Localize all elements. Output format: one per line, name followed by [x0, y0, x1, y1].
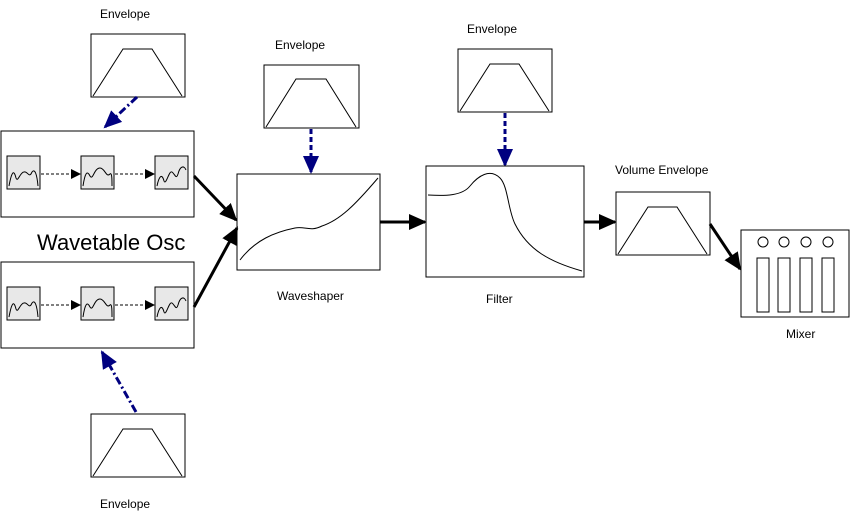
- mixer-channel-3: [799, 236, 813, 313]
- volume-envelope-label: Volume Envelope: [615, 163, 709, 177]
- modulation-arrow-top-left: [103, 95, 139, 129]
- fader-icon: [777, 257, 791, 313]
- envelope-shape-icon: [265, 78, 357, 128]
- waveshaper-label: Waveshaper: [277, 289, 344, 303]
- mixer-channel-2: [777, 236, 791, 313]
- filter-block: [425, 165, 585, 278]
- knob-icon: [822, 236, 834, 248]
- mixer-channel-4: [821, 236, 835, 313]
- envelope-label-top-left: Envelope: [100, 7, 150, 21]
- signal-arrow-osc1-to-waveshaper: [192, 174, 238, 222]
- volume-envelope-box: [615, 191, 711, 256]
- fader-icon: [799, 257, 813, 313]
- envelope-box-top-left: [90, 33, 186, 98]
- wavetable-frame-icon: [80, 286, 115, 321]
- mixer-channel-1: [756, 236, 770, 313]
- mixer-block: [740, 229, 850, 318]
- fader-icon: [821, 257, 835, 313]
- wavetable-frame-icon: [154, 155, 189, 190]
- mixer-label: Mixer: [786, 327, 815, 341]
- envelope-label-waveshaper: Envelope: [275, 38, 325, 52]
- envelope-box-filter: [457, 48, 553, 113]
- signal-arrow-volume-envelope-to-mixer: [708, 223, 742, 271]
- wavetable-frame-icon: [6, 155, 41, 190]
- filter-label: Filter: [486, 292, 513, 306]
- envelope-box-bottom-left: [90, 413, 186, 478]
- envelope-shape-icon: [459, 63, 550, 112]
- waveshaper-curve: [239, 177, 379, 261]
- envelope-box-waveshaper: [263, 64, 360, 129]
- knob-icon: [800, 236, 812, 248]
- modulation-arrow-bottom-left: [100, 350, 138, 413]
- waveshaper-block: [236, 173, 381, 271]
- envelope-shape-icon: [92, 48, 183, 97]
- knob-icon: [778, 236, 790, 248]
- wavetable-osc-1: [0, 130, 195, 218]
- knob-icon: [757, 236, 769, 248]
- envelope-shape-icon: [617, 206, 708, 255]
- wavetable-frame-icon: [6, 286, 41, 321]
- signal-arrow-osc2-to-waveshaper: [192, 226, 239, 308]
- envelope-shape-icon: [92, 428, 183, 477]
- wavetable-frame-icon: [80, 155, 115, 190]
- filter-response-curve: [427, 173, 583, 272]
- fader-icon: [756, 257, 770, 313]
- wavetable-frame-icon: [154, 286, 189, 321]
- wavetable-osc-2: [0, 261, 195, 349]
- envelope-label-filter: Envelope: [467, 22, 517, 36]
- envelope-label-bottom-left: Envelope: [100, 497, 150, 511]
- wavetable-osc-label: Wavetable Osc: [37, 230, 185, 255]
